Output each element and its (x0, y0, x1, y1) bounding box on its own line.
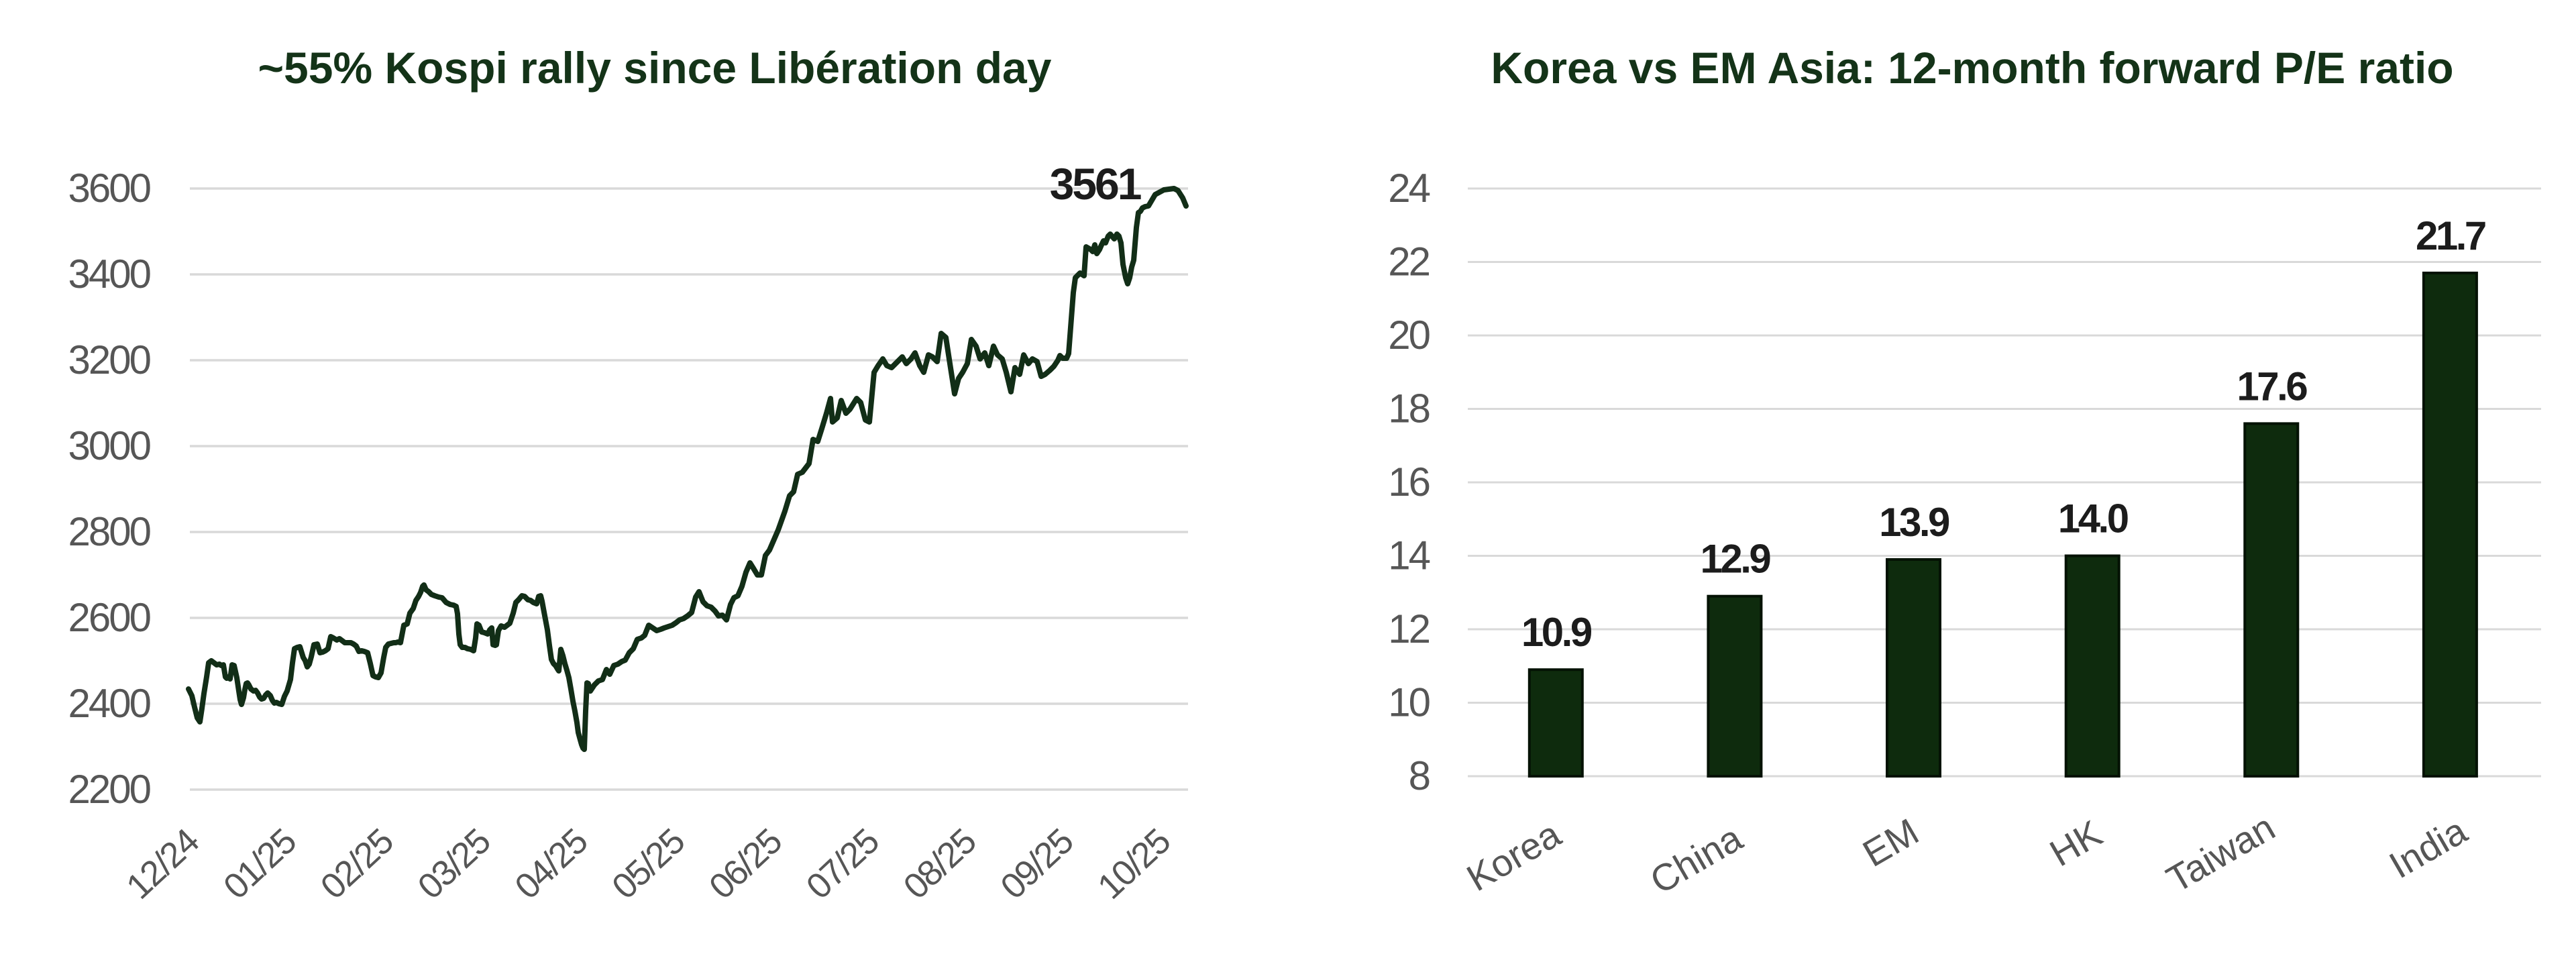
svg-text:3400: 3400 (68, 252, 151, 297)
svg-text:Korea vs EM Asia: 12-month for: Korea vs EM Asia: 12-month forward P/E r… (1491, 43, 2453, 93)
svg-text:21.7: 21.7 (2416, 213, 2485, 258)
svg-text:14.0: 14.0 (2058, 496, 2128, 541)
svg-text:12: 12 (1388, 606, 1429, 651)
svg-text:3000: 3000 (68, 423, 151, 468)
svg-text:~55% Kospi rally since Libérat: ~55% Kospi rally since Libération day (258, 43, 1052, 93)
svg-text:24: 24 (1388, 166, 1430, 211)
svg-text:12.9: 12.9 (1701, 537, 1771, 582)
svg-text:3200: 3200 (68, 337, 151, 382)
svg-text:2600: 2600 (68, 595, 151, 640)
svg-text:22: 22 (1388, 239, 1429, 284)
svg-text:10.9: 10.9 (1521, 610, 1592, 655)
svg-text:3600: 3600 (68, 166, 151, 211)
svg-text:18: 18 (1388, 386, 1429, 431)
svg-text:2200: 2200 (68, 767, 151, 812)
svg-text:16: 16 (1388, 460, 1429, 504)
svg-text:17.6: 17.6 (2237, 364, 2307, 409)
svg-text:8: 8 (1409, 753, 1430, 798)
svg-text:2800: 2800 (68, 509, 151, 554)
svg-text:20: 20 (1388, 313, 1430, 358)
svg-text:14: 14 (1388, 533, 1430, 578)
svg-text:10: 10 (1388, 680, 1430, 725)
svg-text:13.9: 13.9 (1879, 500, 1949, 545)
svg-text:3561: 3561 (1050, 159, 1141, 209)
svg-text:2400: 2400 (68, 681, 151, 726)
